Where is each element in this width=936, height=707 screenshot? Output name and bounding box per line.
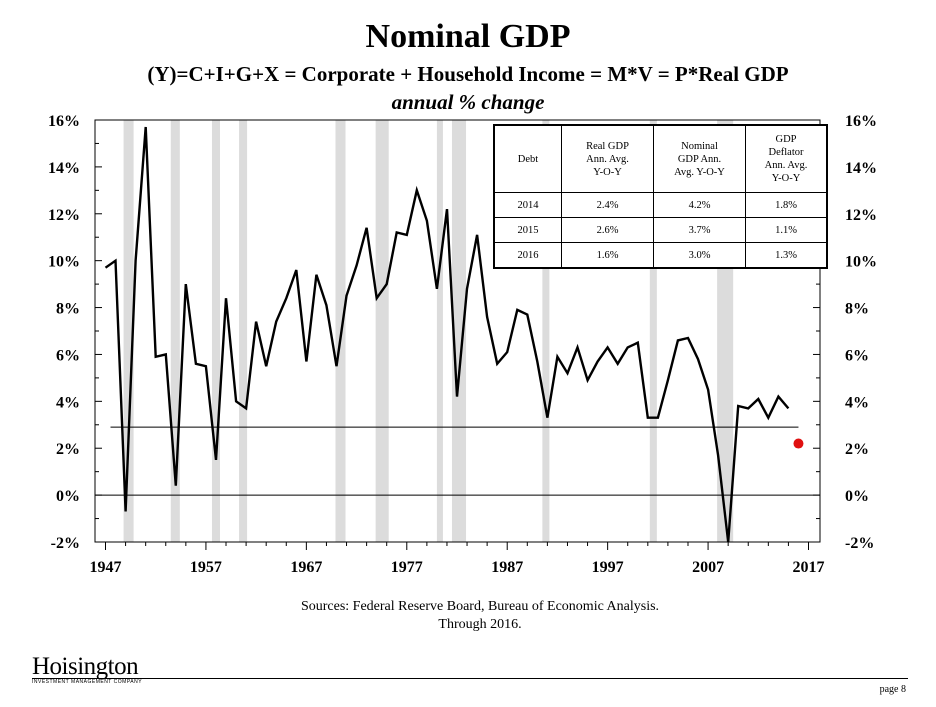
nominal-gdp-chart: -2% -2% 0% 0% 2% 2% 4% 4% 6% 6% 8% 8% 10% 10% 12% 12% 14… (48, 113, 877, 576)
table-cell-deflator: 1.3% (745, 242, 828, 269)
table-cell-year: 2015 (493, 217, 562, 243)
recession-band (170, 120, 180, 542)
logo-wordmark: Hoisington (32, 653, 139, 680)
chart-lines (104, 126, 804, 543)
x-tick-label: 1977 (391, 559, 423, 576)
table-cell-deflator: 1.1% (745, 217, 828, 243)
table-cell-year: 2016 (493, 242, 562, 269)
table-cell-real-gdp: 2.6% (561, 217, 654, 243)
table-cell-nominal-gdp: 3.0% (653, 242, 746, 269)
x-tick-label: 2007 (692, 559, 724, 576)
y-tick-label-left: 12% (48, 207, 80, 224)
sources-note: Sources: Federal Reserve Board, Bureau o… (0, 598, 936, 634)
y-tick-label-right: 6% (845, 347, 869, 364)
y-tick-label-left: 8% (56, 301, 80, 318)
y-tick-label-right: 10% (845, 254, 877, 271)
y-tick-label-right: 8% (845, 301, 869, 318)
sources-through-line: Through 2016. (438, 617, 522, 632)
table-row: 2014 2.4% 4.2% 1.8% (493, 192, 828, 218)
y-tick-label-right: 14% (845, 160, 877, 177)
footer-divider (32, 678, 908, 679)
y-tick-label-left: 14% (48, 160, 80, 177)
y-tick-label-right: 16% (845, 113, 877, 130)
y-tick-label-right: 4% (845, 394, 869, 411)
chart-title: Nominal GDP (365, 18, 571, 55)
summary-table-header-row: Debt Real GDP Ann. Avg. Y-O-Y Nominal GDP A… (493, 124, 828, 193)
recession-band (123, 120, 134, 542)
table-cell-deflator: 1.8% (745, 192, 828, 218)
x-tick-label: 1967 (290, 559, 322, 576)
table-row: 2016 1.6% 3.0% 1.3% (493, 242, 828, 269)
recession-band (649, 120, 657, 542)
y-tick-label-left: 16% (48, 113, 80, 130)
gdp-summary-table: Debt Real GDP Ann. Avg. Y-O-Y Nominal GDP A… (493, 124, 828, 269)
summary-header-nominal-gdp: Nominal GDP Ann. Avg. Y-O-Y (653, 124, 746, 193)
table-cell-nominal-gdp: 3.7% (653, 217, 746, 243)
y-tick-label-left: 4% (56, 394, 80, 411)
recession-bands (123, 120, 734, 542)
chart-subtitle: (Y)=C+I+G+X = Corporate + Household Inco… (147, 62, 789, 86)
y-tick-label-right: 0% (845, 488, 869, 505)
x-tick-label: 1957 (190, 559, 222, 576)
company-logo: Hoisington INVESTMENT MANAGEMENT COMPANY (32, 653, 143, 685)
nominal-gdp-line (104, 126, 790, 543)
recession-band (375, 120, 389, 542)
recession-band (436, 120, 443, 542)
table-cell-year: 2014 (493, 192, 562, 218)
y-tick-label-right: 12% (845, 207, 877, 224)
x-tick-label: 1997 (592, 559, 624, 576)
table-row: 2015 2.6% 3.7% 1.1% (493, 217, 828, 243)
y-tick-label-right: -2% (845, 535, 874, 552)
table-cell-real-gdp: 1.6% (561, 242, 654, 269)
summary-header-real-gdp: Real GDP Ann. Avg. Y-O-Y (561, 124, 654, 193)
page-number: page 8 (879, 684, 906, 695)
y-tick-label-left: 10% (48, 254, 80, 271)
x-tick-label: 1947 (90, 559, 122, 576)
recession-band (211, 120, 220, 542)
recession-band (542, 120, 550, 542)
summary-header-debt: Debt (493, 124, 562, 193)
table-cell-nominal-gdp: 4.2% (653, 192, 746, 218)
chart-ticks: -2% -2% 0% 0% 2% 2% 4% 4% 6% 6% 8% 8% 10% 10% 12% 12% 14… (48, 113, 877, 576)
sources-line: Sources: Federal Reserve Board, Bureau o… (300, 599, 660, 614)
y-tick-label-left: 0% (56, 488, 80, 505)
table-cell-real-gdp: 2.4% (561, 192, 654, 218)
chart-units-subtitle: annual % change (391, 90, 545, 114)
projection-point (793, 438, 804, 449)
x-tick-label: 1987 (491, 559, 523, 576)
recession-band (451, 120, 467, 542)
y-tick-label-left: 2% (56, 441, 80, 458)
x-tick-label: 2017 (793, 559, 825, 576)
summary-header-deflator: GDP Deflator Ann. Avg. Y-O-Y (745, 124, 828, 193)
recession-band (239, 120, 248, 542)
logo-tagline: INVESTMENT MANAGEMENT COMPANY (32, 679, 143, 685)
y-tick-label-right: 2% (845, 441, 869, 458)
y-tick-label-left: 6% (56, 347, 80, 364)
y-tick-label-left: -2% (51, 535, 80, 552)
